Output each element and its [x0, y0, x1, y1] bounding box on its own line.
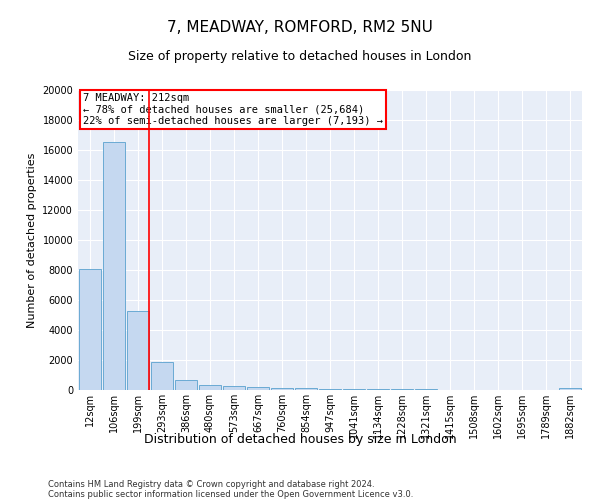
Bar: [127, 310, 149, 390]
Bar: [319, 389, 341, 390]
Bar: [151, 362, 173, 390]
Bar: [175, 380, 197, 390]
Bar: [271, 388, 293, 390]
Text: Distribution of detached houses by size in London: Distribution of detached houses by size …: [143, 432, 457, 446]
Bar: [79, 268, 101, 390]
Text: 7, MEADWAY, ROMFORD, RM2 5NU: 7, MEADWAY, ROMFORD, RM2 5NU: [167, 20, 433, 35]
Bar: [343, 389, 365, 390]
Bar: [103, 142, 125, 390]
Bar: [559, 388, 581, 390]
Y-axis label: Number of detached properties: Number of detached properties: [27, 152, 37, 328]
Bar: [247, 387, 269, 390]
Bar: [199, 385, 221, 390]
Bar: [223, 386, 245, 390]
Text: 7 MEADWAY: 212sqm
← 78% of detached houses are smaller (25,684)
22% of semi-deta: 7 MEADWAY: 212sqm ← 78% of detached hous…: [83, 93, 383, 126]
Text: Size of property relative to detached houses in London: Size of property relative to detached ho…: [128, 50, 472, 63]
Bar: [295, 388, 317, 390]
Text: Contains public sector information licensed under the Open Government Licence v3: Contains public sector information licen…: [48, 490, 413, 499]
Bar: [367, 389, 389, 390]
Text: Contains HM Land Registry data © Crown copyright and database right 2024.: Contains HM Land Registry data © Crown c…: [48, 480, 374, 489]
